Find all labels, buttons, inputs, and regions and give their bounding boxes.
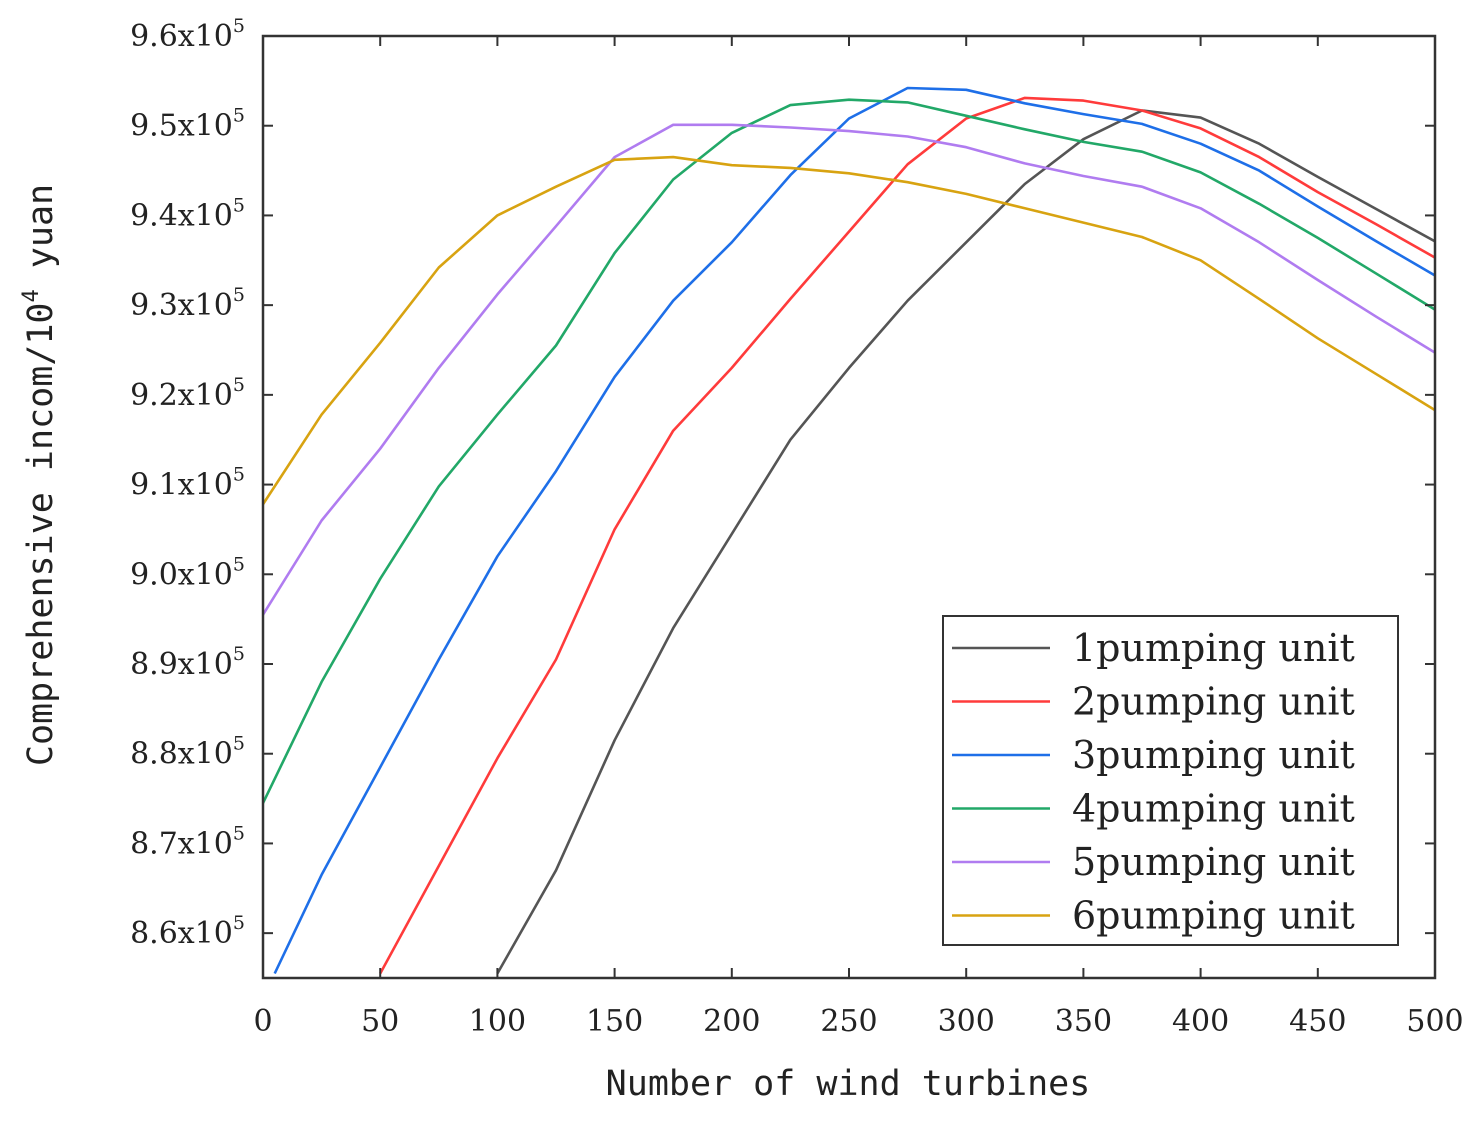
x-tick-label: 100 [469, 1004, 526, 1039]
legend-label-1: 1pumping unit [1072, 626, 1355, 670]
series-line-6 [263, 155, 1435, 506]
y-axis-title-unit: yuan [21, 184, 61, 289]
y-tick-label: 9.4x105 [130, 194, 245, 233]
x-tick-label: 300 [938, 1004, 995, 1039]
legend-label-3: 3pumping unit [1072, 733, 1355, 777]
y-axis-title: Comprehensive incom/104 yuan [19, 184, 61, 766]
y-tick-label: 9.1x105 [130, 464, 245, 503]
y-tick-exponent: 5 [233, 912, 245, 934]
y-tick-label: 8.9x105 [130, 643, 245, 682]
y-tick-label: 9.3x105 [130, 284, 245, 323]
y-tick-exponent: 5 [233, 194, 245, 216]
x-tick-label: 50 [361, 1004, 399, 1039]
y-tick-label: 9.2x105 [130, 374, 245, 413]
y-tick-mantissa: 9.1x10 [130, 468, 233, 503]
y-tick-mantissa: 8.9x10 [130, 647, 233, 682]
x-tick-label: 150 [586, 1004, 643, 1039]
y-tick-mantissa: 9.6x10 [130, 19, 233, 54]
legend-box [942, 615, 1399, 946]
y-tick-exponent: 5 [233, 374, 245, 396]
y-tick-label: 8.6x105 [130, 912, 245, 951]
y-tick-mantissa: 8.7x10 [130, 826, 233, 861]
x-tick-label: 250 [820, 1004, 877, 1039]
series-line-5 [263, 123, 1435, 616]
y-tick-exponent: 5 [233, 643, 245, 665]
series-line-3 [273, 86, 1435, 975]
y-tick-exponent: 5 [233, 15, 245, 37]
y-tick-exponent: 5 [233, 553, 245, 575]
y-tick-exponent: 5 [233, 822, 245, 844]
y-tick-mantissa: 9.5x10 [130, 109, 233, 144]
x-tick-label: 200 [703, 1004, 760, 1039]
legend-label-4: 4pumping unit [1072, 787, 1355, 831]
y-tick-exponent: 5 [233, 284, 245, 306]
legend-label-2: 2pumping unit [1072, 680, 1355, 724]
series-line-1 [496, 109, 1435, 975]
y-tick-label: 9.6x105 [130, 15, 245, 54]
y-tick-exponent: 5 [233, 464, 245, 486]
x-tick-label: 350 [1055, 1004, 1112, 1039]
legend-label-5: 5pumping unit [1072, 840, 1355, 884]
x-tick-label: 400 [1172, 1004, 1229, 1039]
x-axis: 0 50 100 150 200 250 300 350 400 450 500 [253, 36, 1464, 1039]
y-tick-mantissa: 8.6x10 [130, 916, 233, 951]
y-axis-title-exponent: 4 [19, 289, 44, 302]
x-axis-title: Number of wind turbines [606, 1064, 1091, 1104]
legend: 1pumping unit 2pumping unit 3pumping unit 4… [942, 615, 1399, 946]
y-tick-exponent: 5 [233, 733, 245, 755]
y-axis: 8.6x1058.7x1058.8x1058.9x1059.0x1059.1x1… [130, 15, 1435, 951]
y-tick-mantissa: 9.3x10 [130, 288, 233, 323]
series-line-4 [263, 98, 1435, 804]
series-layer [263, 86, 1435, 975]
y-tick-mantissa: 8.8x10 [130, 737, 233, 772]
y-tick-label: 9.0x105 [130, 553, 245, 592]
series-line-2 [379, 96, 1435, 975]
legend-label-6: 6pumping unit [1072, 894, 1355, 938]
y-axis-title-main: Comprehensive incom/10 [21, 303, 61, 767]
y-tick-label: 9.5x105 [130, 105, 245, 144]
y-tick-mantissa: 9.2x10 [130, 378, 233, 413]
y-tick-mantissa: 9.0x10 [130, 557, 233, 592]
x-tick-label: 0 [253, 1004, 272, 1039]
y-tick-exponent: 5 [233, 105, 245, 127]
x-tick-label: 500 [1406, 1004, 1463, 1039]
y-tick-label: 8.7x105 [130, 822, 245, 861]
y-tick-label: 8.8x105 [130, 733, 245, 772]
x-tick-label: 450 [1289, 1004, 1346, 1039]
y-tick-mantissa: 9.4x10 [130, 198, 233, 233]
